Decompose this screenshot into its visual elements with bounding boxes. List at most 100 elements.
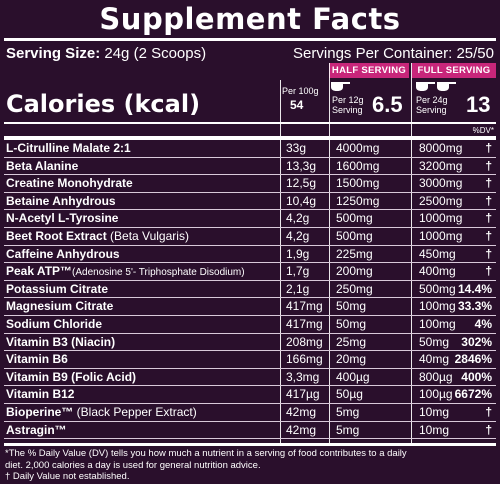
table-row: Vitamin B6 166mg 20mg 40mg 2846% <box>4 351 496 369</box>
table-row: Astragin™ 42mg 5mg 10mg † <box>4 422 496 440</box>
daily-value: † <box>485 211 492 226</box>
ingredient-name: Vitamin B6 <box>6 351 68 368</box>
table-row: Peak ATP™(Adenosine 5'- Triphosphate Dis… <box>4 263 496 281</box>
ingredient-label: Beet Root Extract <box>6 228 107 243</box>
ingredient-label: Astragin™ <box>6 422 67 437</box>
per100-amount: 12,5g <box>286 176 317 191</box>
full-serving-amount: 3200mg <box>419 158 463 173</box>
ingredient-sublabel: (Beta Vulgaris) <box>106 228 189 243</box>
daily-value: † <box>485 246 492 261</box>
ingredient-label: Vitamin B3 (Niacin) <box>6 334 116 349</box>
full-serving-amount: 800µg <box>419 369 453 384</box>
footnote: *The % Daily Value (DV) tells you how mu… <box>5 448 497 483</box>
table-row: Vitamin B9 (Folic Acid) 3,3mg 400µg 800µg 40… <box>4 369 496 387</box>
full-serving-amount: 500mg <box>419 281 456 296</box>
per100-amount: 42mg <box>286 422 317 437</box>
half-serving-amount: 20mg <box>336 352 367 367</box>
daily-value: 33.3% <box>457 299 492 314</box>
scoop-icon <box>437 82 456 91</box>
per100-amount: 417mg <box>286 299 323 314</box>
table-row: Creatine Monohydrate 12,5g 1500mg 3000mg † <box>4 175 496 193</box>
ingredient-label: Caffeine Anhydrous <box>6 246 120 261</box>
full-serving-amount: 1000mg <box>419 211 463 226</box>
full-serving-amount: 100µg <box>419 387 453 402</box>
half-sub-line2: Serving <box>332 105 363 115</box>
per100-amount: 13,3g <box>286 158 317 173</box>
half-serving-calories: 6.5 <box>372 92 403 117</box>
daily-value: † <box>485 176 492 191</box>
serving-size-label: Serving Size: <box>6 45 101 62</box>
per100-amount: 4,2g <box>286 211 310 226</box>
ingredient-name: Beet Root Extract (Beta Vulgaris) <box>6 228 189 245</box>
table-row: L-Citrulline Malate 2:1 33g 4000mg 8000mg † <box>4 140 496 158</box>
table-row: Bioperine™ (Black Pepper Extract) 42mg 5mg… <box>4 404 496 422</box>
ingredient-name: Vitamin B12 <box>6 386 74 403</box>
daily-value: † <box>485 158 492 173</box>
table-row: Sodium Chloride 417mg 50mg 100mg 4% <box>4 316 496 334</box>
half-serving-amount: 500mg <box>336 211 373 226</box>
ingredient-label: Potassium Citrate <box>6 281 109 296</box>
table-row: Vitamin B12 417µg 50µg 100µg 6672% <box>4 386 496 404</box>
per100-amount: 3,3mg <box>286 369 320 384</box>
daily-value: 6672% <box>454 387 492 402</box>
ingredient-label: Vitamin B12 <box>6 387 75 402</box>
per100-amount: 4,2g <box>286 228 310 243</box>
daily-value: 4% <box>474 316 492 331</box>
half-sub-line1: Per 12g <box>332 95 364 105</box>
ingredient-label: Sodium Chloride <box>6 316 102 331</box>
full-serving-calories: 13 <box>466 92 491 117</box>
full-serving-amount: 450mg <box>419 246 456 261</box>
full-serving-amount: 100mg <box>419 316 456 331</box>
daily-value: 14.4% <box>457 281 492 296</box>
daily-value: 2846% <box>454 352 492 367</box>
column-divider <box>280 80 281 443</box>
calories-rule <box>4 122 496 124</box>
per100-amount: 417µg <box>286 387 320 402</box>
ingredient-sublabel: (Adenosine 5'- Triphosphate Disodium) <box>72 267 245 279</box>
half-serving-amount: 25mg <box>336 334 367 349</box>
per100-amount: 1,7g <box>286 264 310 279</box>
half-serving-header: HALF SERVING <box>329 63 409 78</box>
full-serving-amount: 10mg <box>419 422 450 437</box>
half-serving-sublabel: Per 12g Serving <box>332 95 364 115</box>
daily-value: † <box>485 422 492 437</box>
footnote-line: diet. 2,000 calories a day is used for g… <box>5 459 261 471</box>
supplement-facts-title: Supplement Facts <box>99 2 401 36</box>
ingredient-sublabel: (Black Pepper Extract) <box>73 404 197 419</box>
ingredient-name: Beta Alanine <box>6 158 78 175</box>
half-serving-amount: 200mg <box>336 264 373 279</box>
ingredient-name: Vitamin B9 (Folic Acid) <box>6 369 136 386</box>
full-sub-line1: Per 24g <box>416 95 448 105</box>
ingredient-name: Peak ATP™(Adenosine 5'- Triphosphate Dis… <box>6 263 245 281</box>
serving-size-value: 24g (2 Scoops) <box>104 45 207 62</box>
table-row: Beet Root Extract (Beta Vulgaris) 4,2g 500… <box>4 228 496 246</box>
full-sub-line2: Serving <box>416 105 447 115</box>
ingredient-name: L-Citrulline Malate 2:1 <box>6 140 131 157</box>
ingredient-name: Bioperine™ (Black Pepper Extract) <box>6 404 197 421</box>
table-row: Magnesium Citrate 417mg 50mg 100mg 33.3% <box>4 298 496 316</box>
daily-value: 400% <box>461 369 492 384</box>
half-serving-amount: 400µg <box>336 369 370 384</box>
half-serving-amount: 5mg <box>336 404 360 419</box>
daily-value-header: %DV* <box>472 126 494 135</box>
footnote-line: *The % Daily Value (DV) tells you how mu… <box>5 448 407 459</box>
full-serving-amount: 10mg <box>419 404 450 419</box>
half-serving-amount: 250mg <box>336 281 373 296</box>
serving-size: Serving Size: 24g (2 Scoops) <box>6 45 206 62</box>
ingredient-name: N-Acetyl L-Tyrosine <box>6 210 118 227</box>
scoop-icon <box>416 82 435 91</box>
daily-value: † <box>485 193 492 208</box>
per100-amount: 417mg <box>286 316 323 331</box>
thick-rule <box>4 136 496 140</box>
daily-value: † <box>485 404 492 419</box>
ingredient-name: Sodium Chloride <box>6 316 102 333</box>
ingredient-label: Bioperine™ <box>6 404 74 419</box>
full-serving-amount: 3000mg <box>419 176 463 191</box>
ingredient-label: Peak ATP™ <box>6 264 73 279</box>
table-row: Vitamin B3 (Niacin) 208mg 25mg 50mg 302% <box>4 334 496 352</box>
per100-amount: 1,9g <box>286 246 310 261</box>
half-serving-amount: 4000mg <box>336 141 380 155</box>
per100-amount: 208mg <box>286 334 323 349</box>
ingredient-name: Vitamin B3 (Niacin) <box>6 334 115 351</box>
table-row: Potassium Citrate 2,1g 250mg 500mg 14.4% <box>4 281 496 299</box>
